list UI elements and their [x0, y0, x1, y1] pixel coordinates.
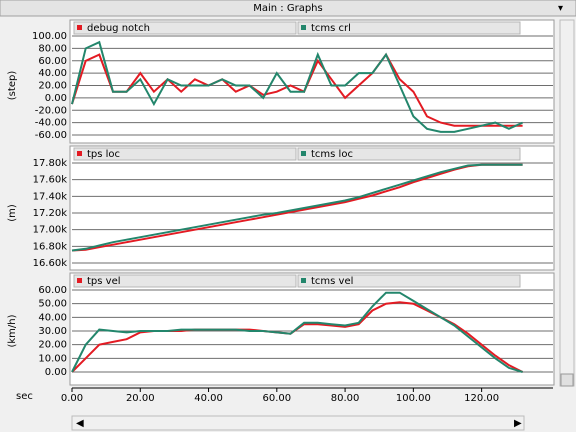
y-tick-label: 50.00 — [38, 299, 67, 310]
legend-swatch — [301, 278, 306, 283]
y-axis-label: (m) — [7, 204, 18, 222]
title-bar — [0, 0, 576, 17]
y-tick-label: 60.00 — [38, 285, 67, 296]
legend-box — [297, 274, 521, 288]
series-line — [71, 163, 523, 252]
legend-swatch — [77, 278, 82, 283]
y-tick-label: 80.00 — [38, 43, 67, 54]
y-tick-label: 60.00 — [38, 56, 67, 67]
legend-swatch — [77, 151, 82, 156]
legend-label: debug notch — [87, 23, 150, 34]
y-tick-label: 17.20k — [33, 208, 68, 219]
y-tick-label: 17.80k — [33, 158, 68, 169]
y-tick-label: 20.00 — [38, 340, 67, 351]
x-tick-label: 0.00 — [61, 393, 83, 404]
x-tick-label: 100.00 — [396, 393, 431, 404]
scroll-right[interactable]: ▶ — [514, 418, 522, 429]
y-tick-label: -20.00 — [35, 105, 67, 116]
legend-label: tcms loc — [311, 149, 353, 160]
horizontal-scrollbar[interactable] — [71, 415, 525, 431]
x-tick-label: 80.00 — [331, 393, 360, 404]
y-tick-label: 10.00 — [38, 353, 67, 364]
y-tick-label: 30.00 — [38, 326, 67, 337]
legend-swatch — [301, 151, 306, 156]
x-tick-label: 120.00 — [464, 393, 499, 404]
series-line — [71, 52, 523, 127]
y-tick-label: 20.00 — [38, 81, 67, 92]
y-tick-label: -60.00 — [35, 130, 67, 141]
y-tick-label: 16.60k — [33, 258, 68, 269]
legend-label: tcms crl — [311, 23, 351, 34]
charts: (step)100.0080.0060.0040.0020.000.00-20.… — [7, 19, 555, 404]
scroll-left[interactable]: ◀ — [76, 418, 84, 429]
y-axis-label: (step) — [7, 71, 18, 101]
x-tick-label: 40.00 — [194, 393, 223, 404]
window-menu-arrow[interactable]: ▾ — [558, 3, 563, 14]
legend-box — [73, 274, 297, 288]
y-tick-label: 16.80k — [33, 241, 68, 252]
scroll-down[interactable] — [560, 373, 574, 387]
panel — [69, 272, 555, 386]
y-tick-label: -40.00 — [35, 118, 67, 129]
series-line — [71, 291, 523, 373]
legend-box — [73, 21, 297, 35]
legend-swatch — [77, 25, 82, 30]
legend-swatch — [301, 25, 306, 30]
y-tick-label: 40.00 — [38, 312, 67, 323]
legend-label: tps loc — [87, 149, 120, 160]
y-tick-label: 100.00 — [32, 31, 67, 42]
legend-label: tps vel — [87, 276, 121, 287]
x-axis-label: sec — [16, 391, 33, 402]
legend-box — [297, 21, 521, 35]
y-tick-label: 0.00 — [45, 367, 67, 378]
y-tick-label: 17.00k — [33, 225, 68, 236]
x-tick-label: 20.00 — [126, 393, 155, 404]
y-tick-label: 17.40k — [33, 191, 68, 202]
vertical-scrollbar[interactable] — [559, 19, 575, 387]
y-axis-label: (km/h) — [7, 314, 18, 347]
y-tick-label: 0.00 — [45, 93, 67, 104]
legend-box — [297, 147, 521, 161]
y-tick-label: 17.60k — [33, 175, 68, 186]
window-title: Main : Graphs — [253, 3, 322, 14]
series-line — [71, 163, 523, 252]
x-tick-label: 60.00 — [262, 393, 291, 404]
legend-box — [73, 147, 297, 161]
legend-label: tcms vel — [311, 276, 353, 287]
series-line — [71, 40, 524, 133]
y-tick-label: 40.00 — [38, 68, 67, 79]
